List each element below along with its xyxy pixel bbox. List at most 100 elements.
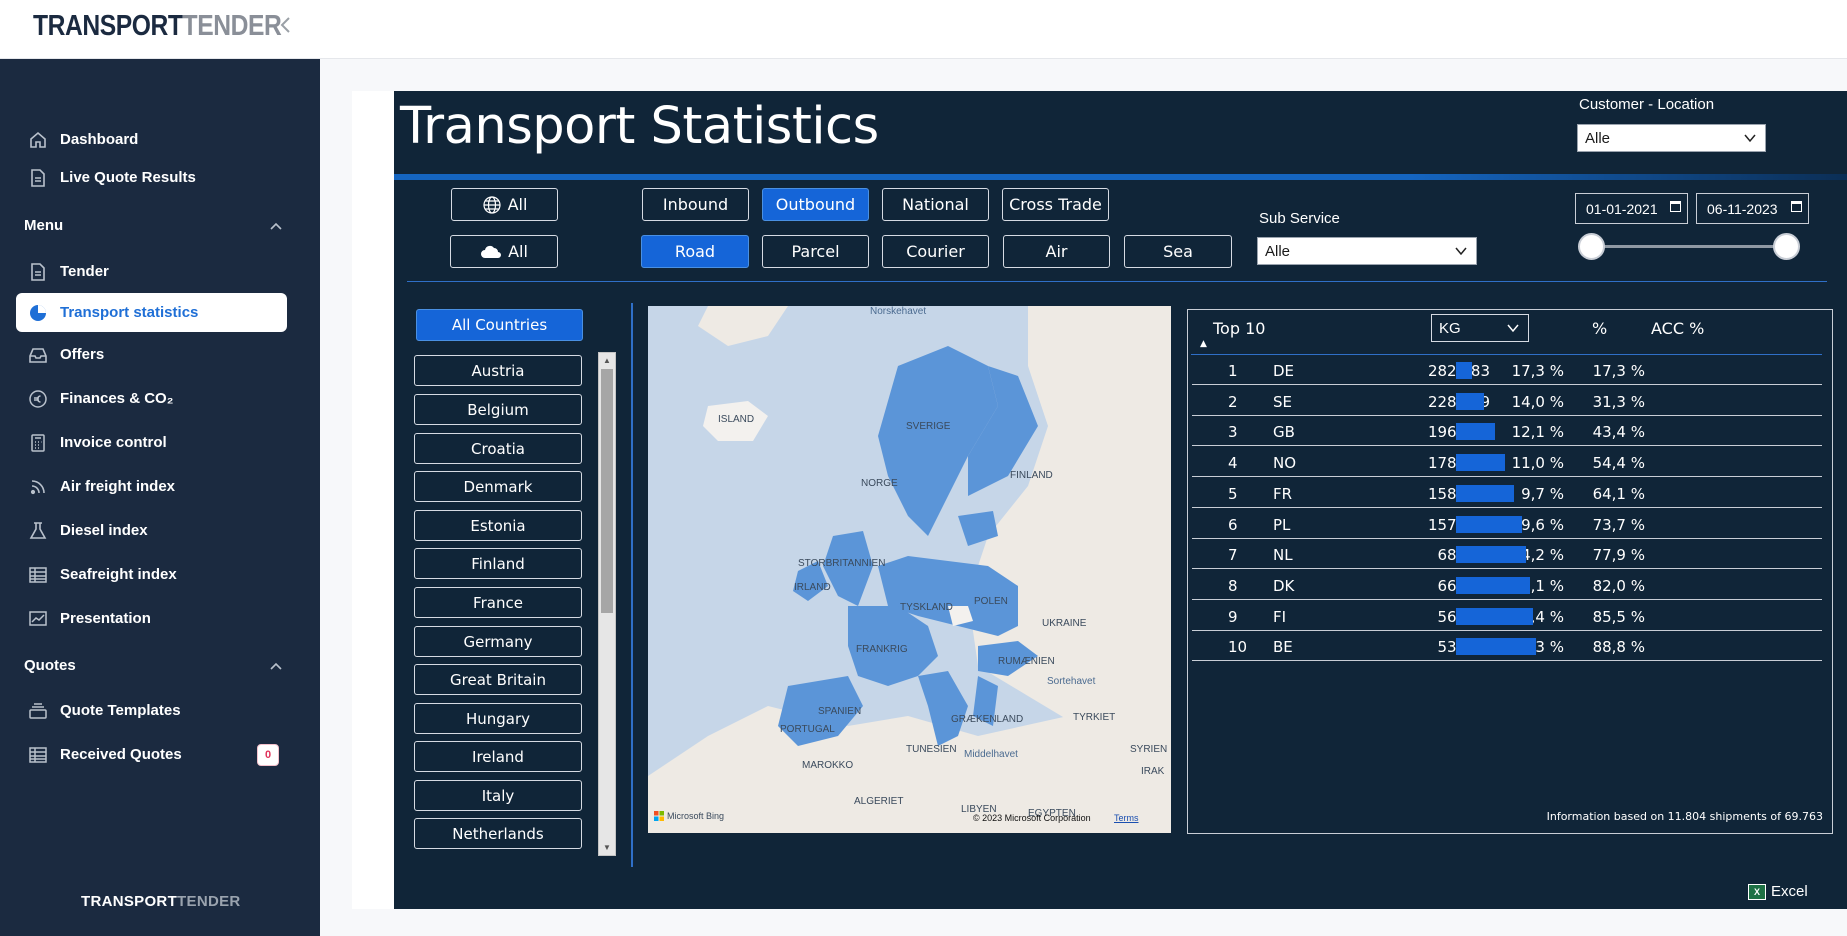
mode-road-button[interactable]: Road — [641, 235, 749, 268]
country-button[interactable]: Austria — [414, 355, 582, 386]
sidebar-item-label: Tender — [60, 263, 109, 280]
scroll-down-arrow-icon[interactable]: ▼ — [603, 843, 611, 852]
sidebar-item-offers[interactable]: Offers — [16, 335, 287, 374]
scope-all-cloud-button[interactable]: All — [450, 235, 558, 268]
customer-location-value: Alle — [1585, 129, 1611, 147]
customer-location-select[interactable]: Alle — [1577, 124, 1766, 152]
country-button[interactable]: France — [414, 587, 582, 618]
direction-inbound-button[interactable]: Inbound — [642, 188, 749, 221]
date-to-input[interactable]: 06-11-2023 — [1696, 193, 1809, 224]
country-button[interactable]: Croatia — [414, 433, 582, 464]
sub-service-value: Alle — [1265, 242, 1291, 260]
sidebar-item-tender[interactable]: Tender — [16, 252, 287, 291]
mode-courier-button[interactable]: Courier — [882, 235, 989, 268]
map-terms-link[interactable]: Terms — [1114, 813, 1139, 823]
shipments-info: Information based on 11.804 shipments of… — [1546, 810, 1823, 823]
direction-outbound-button[interactable]: Outbound — [762, 188, 869, 221]
scrollbar-thumb[interactable] — [601, 369, 613, 613]
mode-air-button[interactable]: Air — [1003, 235, 1110, 268]
table-row[interactable]: 3GB196.97612,1 %43,4 % — [1192, 416, 1822, 447]
pct-cell: 9,6 % — [1521, 515, 1564, 534]
europe-map[interactable]: Norskehavet ISLAND SVERIGE NORGE FINLAND… — [648, 306, 1171, 833]
country-button[interactable]: Belgium — [414, 394, 582, 425]
sub-service-label: Sub Service — [1259, 210, 1340, 227]
pct-cell: 12,1 % — [1511, 423, 1564, 442]
sidebar-item-label: Air freight index — [60, 478, 176, 495]
table-row[interactable]: 4NO178.80011,0 %54,4 % — [1192, 447, 1822, 478]
country-button[interactable]: Estonia — [414, 510, 582, 541]
sidebar-item-dashboard[interactable]: Dashboard — [16, 120, 287, 159]
inbox-icon — [16, 346, 60, 364]
acc-bar — [1456, 484, 1514, 502]
mode-sea-button[interactable]: Sea — [1124, 235, 1232, 268]
sidebar-item-quote-templates[interactable]: Quote Templates — [16, 691, 287, 730]
country-button[interactable]: Great Britain — [414, 664, 582, 695]
table-icon — [16, 746, 60, 764]
sidebar-item-presentation[interactable]: Presentation — [16, 599, 287, 638]
section-menu[interactable]: Menu — [24, 217, 282, 234]
sidebar-item-live-quote-results[interactable]: Live Quote Results — [16, 158, 287, 197]
acc-cell: 82,0 % — [1592, 576, 1645, 595]
app-logo[interactable]: TRANSPORTTENDER — [33, 10, 282, 43]
mode-air-label: Air — [1045, 242, 1068, 261]
table-row[interactable]: 6PL157.1729,6 %73,7 % — [1192, 509, 1822, 539]
map-label: TYSKLAND — [900, 602, 953, 613]
table-row[interactable]: 10BE53.8043,3 %88,8 % — [1192, 631, 1822, 662]
table-row[interactable]: 8DK66.8794,1 %82,0 % — [1192, 570, 1822, 600]
map-geography — [648, 306, 1171, 833]
direction-national-button[interactable]: National — [882, 188, 989, 221]
sidebar-item-diesel-index[interactable]: Diesel index — [16, 511, 287, 550]
country-button[interactable]: Italy — [414, 780, 582, 811]
calendar-icon — [1791, 201, 1802, 212]
sidebar-item-label: Quote Templates — [60, 702, 181, 719]
country-button[interactable]: Denmark — [414, 471, 582, 502]
map-label: TUNESIEN — [906, 744, 957, 755]
map-label: Middelhavet — [964, 749, 1018, 760]
acc-bar — [1456, 638, 1536, 656]
country-label: Estonia — [470, 516, 526, 535]
country-label: Belgium — [467, 400, 529, 419]
map-label: FRANKRIG — [856, 644, 908, 655]
sidebar-item-label: Live Quote Results — [60, 169, 196, 186]
unit-select[interactable]: KG — [1431, 314, 1529, 342]
excel-export-button[interactable]: X Excel — [1748, 883, 1808, 900]
direction-cross-trade-button[interactable]: Cross Trade — [1002, 188, 1109, 221]
customer-location-label: Customer - Location — [1579, 96, 1715, 113]
country-button[interactable]: Netherlands — [414, 818, 582, 849]
table-row[interactable]: 7NL68.9564,2 %77,9 % — [1192, 539, 1822, 570]
country-code-cell: FR — [1273, 484, 1293, 503]
list-separator — [631, 303, 633, 867]
country-button[interactable]: Finland — [414, 548, 582, 579]
sidebar-item-transport-statistics[interactable]: Transport statistics — [16, 293, 287, 332]
scope-all-globe-button[interactable]: All — [451, 188, 558, 221]
country-list-scrollbar[interactable]: ▲ ▼ — [598, 352, 616, 856]
acc-bar — [1456, 546, 1526, 564]
table-row[interactable]: 1DE282.88317,3 %17,3 % — [1192, 355, 1822, 385]
scroll-up-arrow-icon[interactable]: ▲ — [603, 356, 611, 365]
sidebar-item-received-quotes[interactable]: Received Quotes 0 — [16, 735, 287, 774]
chevron-down-icon — [1744, 134, 1756, 143]
sidebar-item-seafreight-index[interactable]: Seafreight index — [16, 555, 287, 594]
section-quotes[interactable]: Quotes — [24, 657, 282, 674]
country-button[interactable]: Ireland — [414, 741, 582, 772]
sidebar-item-air-freight-index[interactable]: Air freight index — [16, 467, 287, 506]
country-button[interactable]: Germany — [414, 626, 582, 657]
sub-service-select[interactable]: Alle — [1257, 237, 1477, 265]
mode-parcel-button[interactable]: Parcel — [762, 235, 869, 268]
country-all-button[interactable]: All Countries — [416, 309, 583, 341]
date-range-slider-start-handle[interactable] — [1578, 233, 1605, 260]
chevron-left-icon[interactable] — [278, 14, 292, 42]
country-button[interactable]: Hungary — [414, 703, 582, 734]
table-row[interactable]: 5FR158.4049,7 %64,1 % — [1192, 478, 1822, 508]
date-range-slider-track[interactable] — [1591, 245, 1787, 248]
flask-icon — [16, 521, 60, 541]
table-row[interactable]: 9FI56.1933,4 %85,5 % — [1192, 601, 1822, 631]
sidebar-item-invoice-control[interactable]: Invoice control — [16, 423, 287, 462]
logo-text-dark: TRANSPORT — [33, 10, 183, 42]
sidebar-item-finances[interactable]: Finances & CO₂ — [16, 379, 287, 418]
calculator-icon — [16, 433, 60, 453]
sort-ascending-icon[interactable]: ▲ — [1200, 339, 1207, 349]
date-range-slider-end-handle[interactable] — [1773, 233, 1800, 260]
table-row[interactable]: 2SE228.68914,0 %31,3 % — [1192, 386, 1822, 416]
date-from-input[interactable]: 01-01-2021 — [1575, 193, 1688, 224]
